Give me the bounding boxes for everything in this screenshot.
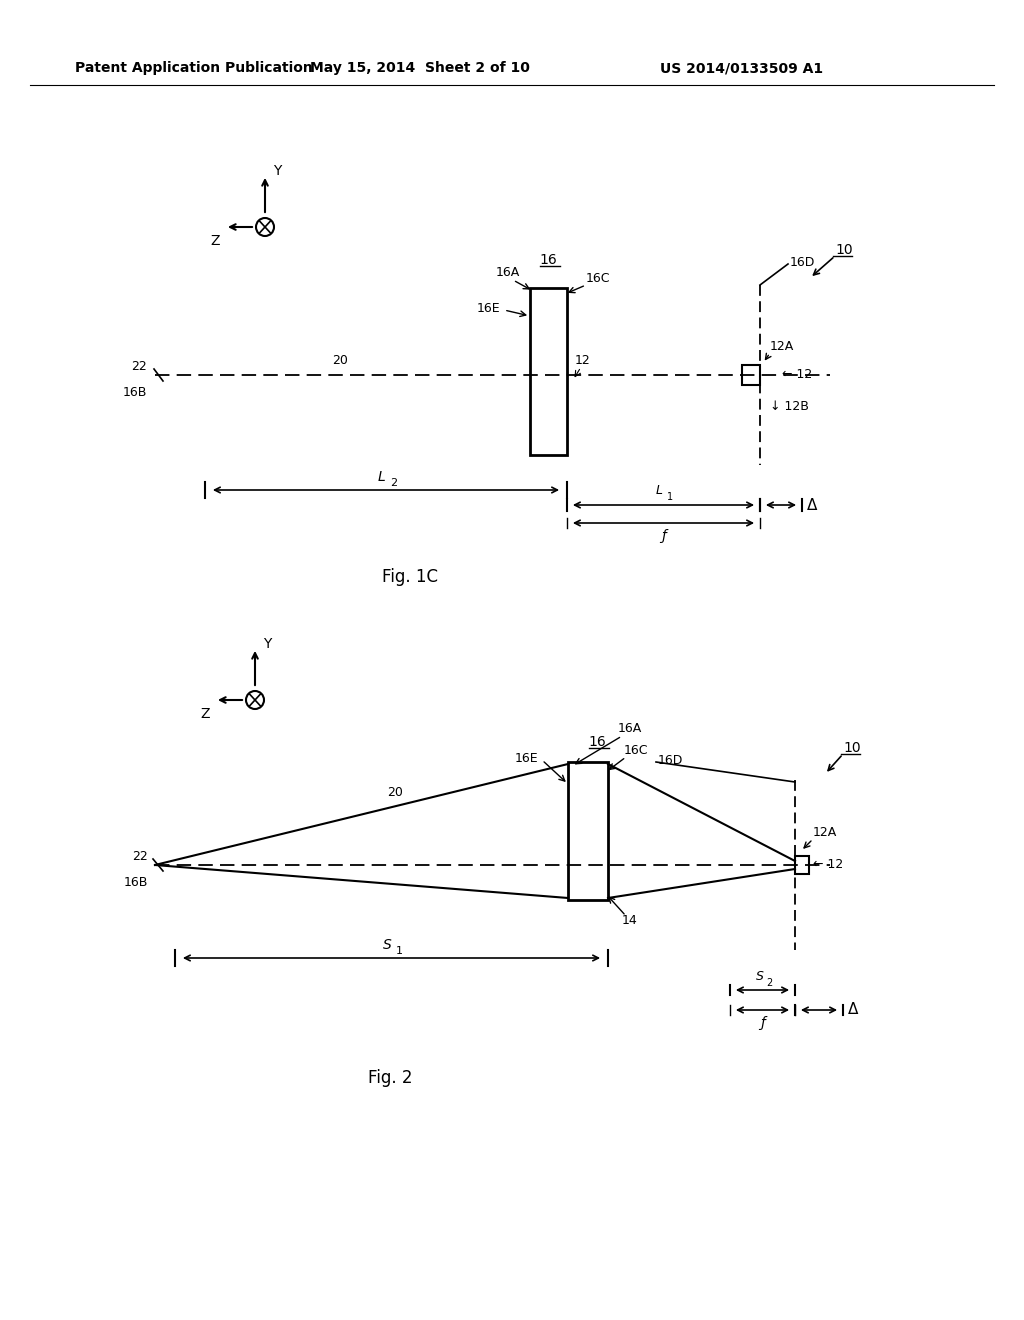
Text: Δ: Δ bbox=[848, 1002, 858, 1018]
Text: Y: Y bbox=[273, 164, 282, 178]
Text: 10: 10 bbox=[843, 741, 860, 755]
Text: Δ: Δ bbox=[807, 498, 817, 512]
Text: 12: 12 bbox=[575, 354, 591, 367]
Text: May 15, 2014  Sheet 2 of 10: May 15, 2014 Sheet 2 of 10 bbox=[310, 61, 530, 75]
Text: 1: 1 bbox=[667, 492, 673, 502]
Text: S: S bbox=[383, 939, 392, 952]
Text: 10: 10 bbox=[835, 243, 853, 257]
Text: 16C: 16C bbox=[624, 743, 648, 756]
Text: 22: 22 bbox=[131, 359, 147, 372]
Text: Patent Application Publication: Patent Application Publication bbox=[75, 61, 312, 75]
Text: 16: 16 bbox=[588, 735, 606, 748]
Text: 16B: 16B bbox=[124, 876, 148, 890]
Text: 2: 2 bbox=[390, 478, 397, 488]
Text: Z: Z bbox=[210, 234, 220, 248]
Text: 16: 16 bbox=[539, 253, 557, 267]
Text: 16C: 16C bbox=[586, 272, 610, 285]
Text: 22: 22 bbox=[132, 850, 148, 862]
Text: L: L bbox=[656, 484, 663, 498]
Text: 16A: 16A bbox=[618, 722, 642, 734]
Text: ƒ: ƒ bbox=[760, 1016, 765, 1030]
Bar bbox=[530, 288, 567, 455]
Text: ← 12: ← 12 bbox=[813, 858, 843, 871]
Text: S: S bbox=[756, 970, 764, 983]
Text: 16B: 16B bbox=[123, 387, 147, 400]
Text: 1: 1 bbox=[395, 946, 402, 956]
Bar bbox=[795, 855, 809, 874]
Text: ← 12: ← 12 bbox=[782, 368, 812, 381]
Text: ↓ 12B: ↓ 12B bbox=[770, 400, 809, 413]
Text: L: L bbox=[378, 470, 386, 484]
Bar bbox=[568, 762, 608, 900]
Bar bbox=[742, 366, 760, 385]
Text: 20: 20 bbox=[387, 787, 402, 800]
Text: 14: 14 bbox=[622, 913, 638, 927]
Text: Y: Y bbox=[263, 638, 271, 651]
Text: Fig. 2: Fig. 2 bbox=[368, 1069, 413, 1086]
Text: 16E: 16E bbox=[476, 301, 500, 314]
Text: Z: Z bbox=[201, 708, 210, 721]
Text: 20: 20 bbox=[332, 354, 348, 367]
Text: 16A: 16A bbox=[496, 265, 520, 279]
Text: 2: 2 bbox=[767, 978, 773, 987]
Text: 12A: 12A bbox=[813, 826, 838, 840]
Text: US 2014/0133509 A1: US 2014/0133509 A1 bbox=[660, 61, 823, 75]
Text: Fig. 1C: Fig. 1C bbox=[382, 568, 438, 586]
Text: ƒ: ƒ bbox=[662, 529, 666, 543]
Text: 16E: 16E bbox=[514, 751, 538, 764]
Text: 16D: 16D bbox=[790, 256, 815, 268]
Text: 16D: 16D bbox=[658, 754, 683, 767]
Text: 12A: 12A bbox=[770, 341, 795, 354]
